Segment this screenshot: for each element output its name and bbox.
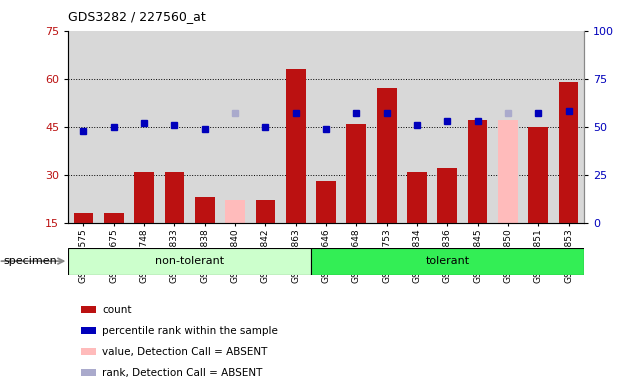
Bar — [347, 124, 366, 223]
Bar — [407, 172, 427, 223]
Text: non-tolerant: non-tolerant — [155, 256, 224, 266]
Bar — [498, 120, 518, 223]
Text: rank, Detection Call = ABSENT: rank, Detection Call = ABSENT — [102, 368, 263, 378]
Bar — [286, 69, 306, 223]
Bar — [377, 88, 397, 223]
Bar — [559, 82, 578, 223]
Bar — [437, 168, 457, 223]
Text: count: count — [102, 305, 132, 314]
Bar — [311, 248, 584, 275]
Text: tolerant: tolerant — [425, 256, 469, 266]
Text: value, Detection Call = ABSENT: value, Detection Call = ABSENT — [102, 347, 268, 357]
Bar — [528, 127, 548, 223]
Bar — [165, 172, 184, 223]
Text: specimen: specimen — [3, 256, 57, 266]
Bar — [316, 181, 336, 223]
Bar — [195, 197, 215, 223]
Bar — [104, 213, 124, 223]
Bar — [225, 200, 245, 223]
Bar — [468, 120, 487, 223]
Bar — [255, 200, 275, 223]
Text: GDS3282 / 227560_at: GDS3282 / 227560_at — [68, 10, 206, 23]
Bar — [68, 248, 311, 275]
Text: percentile rank within the sample: percentile rank within the sample — [102, 326, 278, 336]
Bar — [134, 172, 154, 223]
Bar — [74, 213, 93, 223]
